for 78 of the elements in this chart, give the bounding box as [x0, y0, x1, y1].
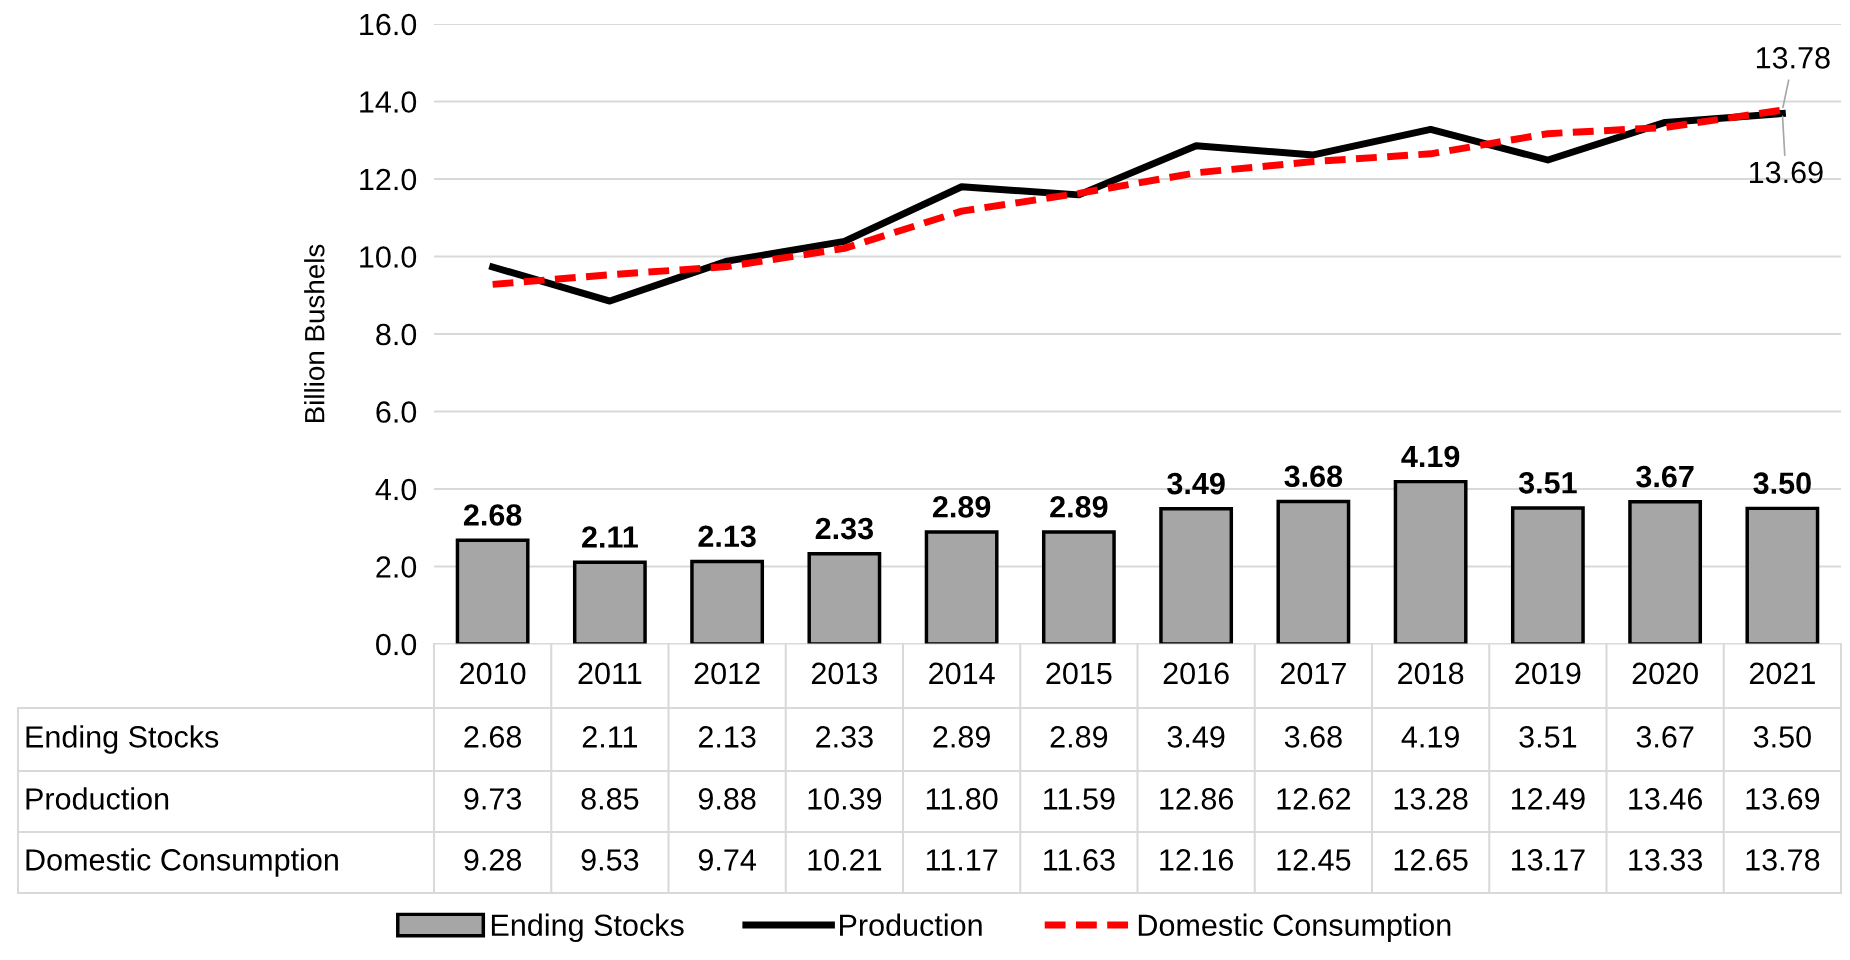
data-label: 2.89 — [933, 726, 990, 748]
text: 3.49 — [1167, 472, 1225, 495]
data-label: 4.19 — [1401, 726, 1459, 748]
x-tick-label: 2019 — [1515, 662, 1581, 685]
data-label: 12.49 — [1511, 788, 1585, 810]
data-label: 3.50 — [1753, 726, 1811, 748]
data-label: 12.65 — [1394, 849, 1468, 871]
data-label: 13.78 — [1746, 849, 1820, 871]
text: 4.19 — [1401, 445, 1460, 468]
data-label: 2.89 — [1050, 726, 1108, 748]
text: Ending Stocks — [26, 725, 219, 754]
y-tick-label: 14.0 — [360, 91, 417, 113]
text: 3.67 — [1636, 465, 1694, 488]
text: 3.68 — [1284, 465, 1343, 488]
data-label: 8.85 — [581, 788, 639, 810]
data-label: 12.45 — [1277, 849, 1351, 871]
legend-label: Ending Stocks — [491, 913, 684, 943]
legend-label: Production — [840, 913, 982, 937]
data-label: 2.68 — [464, 726, 522, 748]
y-tick-label: 12.0 — [360, 168, 417, 191]
x-tick-label: 2012 — [694, 662, 760, 685]
data-label: 3.49 — [1167, 726, 1225, 748]
legend-label: Domestic Consumption — [1138, 913, 1451, 943]
text: 3.50 — [1753, 472, 1811, 495]
y-tick-label: 0.0 — [376, 633, 417, 656]
x-tick-label: 2018 — [1398, 662, 1464, 685]
annotation: 13.69 — [1749, 161, 1823, 184]
data-label: 13.17 — [1511, 849, 1585, 871]
y-tick-label: 2.0 — [376, 556, 417, 578]
data-label: 3.68 — [1284, 726, 1342, 748]
x-tick-label: 2015 — [1046, 662, 1112, 685]
x-tick-label: 2016 — [1163, 662, 1229, 685]
data-label: 11.80 — [926, 788, 998, 810]
text: 2.68 — [463, 504, 522, 526]
text: 2.89 — [1050, 496, 1108, 518]
x-tick-label: 2017 — [1280, 662, 1346, 685]
data-label: 10.39 — [808, 788, 882, 810]
text: Domestic Consumption — [26, 848, 338, 877]
data-label: 9.28 — [464, 849, 522, 871]
x-tick-label: 2011 — [578, 662, 642, 685]
data-label: 13.46 — [1629, 788, 1703, 810]
data-label: 9.73 — [464, 788, 522, 810]
text: 2.33 — [815, 517, 874, 540]
x-tick-label: 2010 — [460, 662, 526, 685]
data-label: 11.59 — [1044, 788, 1115, 810]
data-label: 13.28 — [1394, 788, 1468, 810]
x-tick-label: 2021 — [1749, 662, 1815, 685]
y-tick-label: 6.0 — [376, 401, 417, 423]
x-tick-label: 2014 — [929, 662, 995, 685]
data-label: 2.33 — [816, 726, 873, 748]
y-tick-label: 4.0 — [375, 478, 417, 501]
data-label: 12.62 — [1277, 788, 1351, 810]
data-label: 10.21 — [808, 849, 882, 871]
y-tick-label: 8.0 — [376, 323, 417, 346]
data-label: 9.88 — [698, 788, 756, 810]
y-axis-title: Billion Bushels — [304, 244, 325, 423]
data-label: 12.86 — [1160, 788, 1234, 810]
data-label: 9.74 — [698, 849, 756, 871]
text: 2.13 — [698, 525, 756, 548]
x-tick-label: 2020 — [1632, 662, 1698, 685]
x-tick-label: 2013 — [811, 662, 878, 685]
y-tick-label: 16.0 — [360, 13, 417, 36]
data-label: 11.17 — [926, 849, 998, 871]
data-label: 2.11 — [582, 726, 637, 748]
text: 3.51 — [1518, 471, 1577, 494]
data-label: 13.69 — [1746, 788, 1820, 810]
data-label: 9.53 — [581, 849, 639, 871]
data-label: 13.33 — [1629, 849, 1703, 871]
data-label: 12.16 — [1160, 849, 1234, 871]
text: Production — [26, 787, 169, 810]
text: 2.89 — [932, 496, 991, 518]
text: 2.11 — [582, 526, 638, 548]
data-label: 3.51 — [1519, 726, 1577, 748]
annotation: 13.78 — [1756, 47, 1830, 69]
data-label: 11.63 — [1044, 849, 1115, 871]
data-label: 2.13 — [698, 726, 756, 748]
data-label: 3.67 — [1636, 726, 1694, 748]
y-tick-label: 10.0 — [360, 246, 417, 268]
